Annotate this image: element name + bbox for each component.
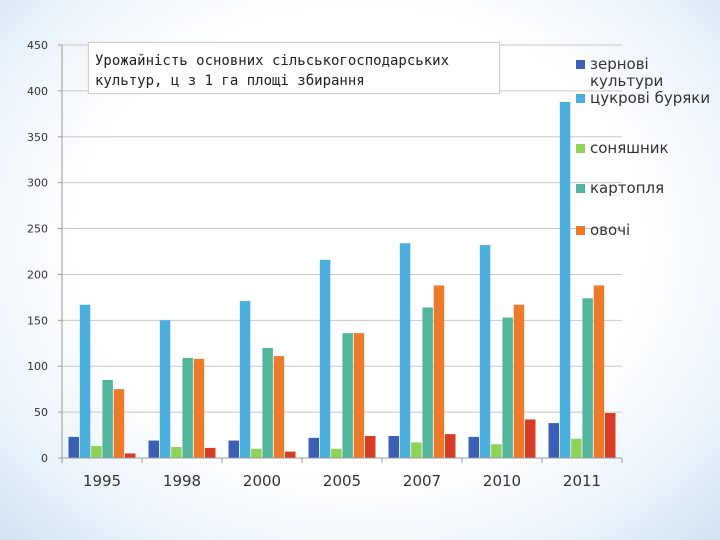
bar-6-1995 — [125, 453, 136, 458]
legend-label: цукрові буряки — [590, 89, 711, 107]
x-tick-label: 2007 — [403, 472, 441, 490]
legend-label: соняшник — [590, 139, 669, 157]
y-tick-label: 350 — [27, 131, 48, 144]
bar-6-2007 — [445, 434, 456, 458]
bar-3-2000 — [251, 448, 262, 458]
x-tick-label: 1995 — [83, 472, 121, 490]
bar-2-1998 — [159, 320, 171, 458]
bar-4-2010 — [502, 317, 513, 458]
bar-1-2000 — [228, 440, 239, 458]
legend-swatch — [576, 144, 585, 153]
bar-6-2000 — [285, 451, 296, 458]
legend-label: зернові культури — [590, 55, 664, 90]
chart-title: Урожайність основних сільськогосподарськ… — [88, 42, 500, 94]
bar-6-1998 — [205, 447, 216, 458]
bar-1-1998 — [148, 440, 159, 458]
bar-5-1998 — [193, 358, 205, 458]
bar-2-2011 — [559, 101, 571, 458]
bars — [68, 101, 616, 458]
bar-3-2011 — [571, 438, 582, 458]
bar-4-2007 — [422, 307, 433, 458]
y-tick-label: 100 — [27, 360, 48, 373]
x-tick-label: 2011 — [563, 472, 601, 490]
y-tick-label: 300 — [27, 177, 48, 190]
bar-5-2011 — [593, 285, 605, 458]
bar-4-2011 — [582, 298, 593, 458]
bar-1-1995 — [68, 436, 79, 458]
gridlines — [62, 44, 622, 459]
legend-swatch — [576, 184, 585, 193]
bar-4-2000 — [262, 347, 273, 458]
bar-6-2010 — [525, 419, 536, 458]
bar-2-2000 — [239, 301, 251, 458]
bar-4-2005 — [342, 333, 353, 458]
bar-1-2010 — [468, 436, 479, 458]
x-tick-label: 2000 — [243, 472, 281, 490]
bar-3-2007 — [411, 442, 422, 458]
y-axis-ticks: 0 50 100 150 200 250 300 350 400 450 — [27, 39, 63, 465]
bar-5-2000 — [273, 356, 285, 458]
bar-1-2007 — [388, 435, 399, 458]
bar-3-1995 — [91, 446, 102, 458]
y-tick-label: 400 — [27, 85, 48, 98]
legend-label: картопля — [590, 179, 665, 197]
bar-2-2007 — [399, 243, 411, 458]
x-tick-label: 2010 — [483, 472, 521, 490]
legend-swatch — [576, 60, 585, 69]
bar-6-2005 — [365, 435, 376, 458]
bar-3-2010 — [491, 444, 502, 458]
bar-2-1995 — [79, 304, 91, 458]
bar-5-1995 — [113, 389, 125, 458]
x-tick-label: 1998 — [163, 472, 201, 490]
y-tick-label: 450 — [27, 39, 48, 52]
legend-swatch — [576, 226, 585, 235]
bar-3-1998 — [171, 446, 182, 458]
bar-5-2007 — [433, 285, 445, 458]
y-tick-label: 0 — [41, 452, 48, 465]
x-axis-ticks: 1995 1998 2000 2005 2007 2010 2011 — [61, 457, 623, 490]
legend-label: овочі — [590, 221, 631, 239]
bar-5-2010 — [513, 304, 525, 458]
x-tick-label: 2005 — [323, 472, 361, 490]
bar-6-2011 — [605, 413, 616, 458]
y-tick-label: 50 — [34, 406, 48, 419]
bar-3-2005 — [331, 448, 342, 458]
bar-5-2005 — [353, 333, 365, 458]
bar-2-2010 — [479, 245, 491, 458]
legend-swatch — [576, 94, 585, 103]
y-tick-label: 250 — [27, 223, 48, 236]
y-tick-label: 200 — [27, 268, 48, 281]
bar-4-1995 — [102, 379, 113, 458]
bar-2-2005 — [319, 259, 331, 458]
bar-1-2011 — [548, 423, 559, 458]
bar-1-2005 — [308, 437, 319, 458]
bar-4-1998 — [182, 357, 193, 458]
y-tick-label: 150 — [27, 314, 48, 327]
